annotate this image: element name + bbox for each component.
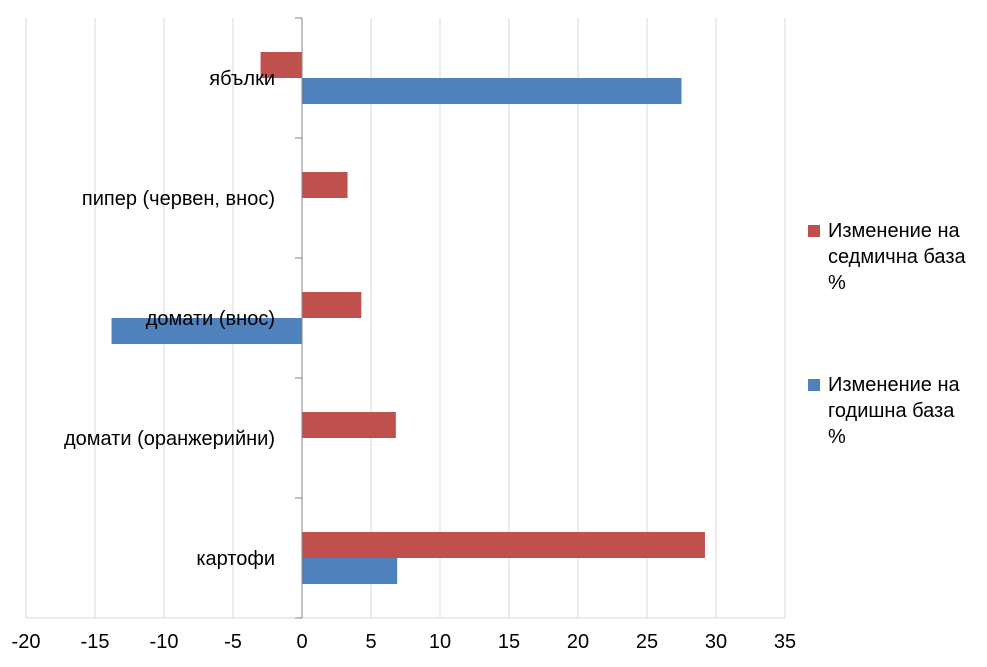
- bar-weekly: [260, 52, 302, 78]
- x-tick-label: -10: [150, 631, 179, 653]
- category-label: картофи: [196, 548, 275, 570]
- legend-yearly-line3: %: [828, 426, 846, 448]
- legend-weekly-line1: Изменение на: [828, 220, 960, 242]
- legend-weekly-line2: седмична база: [828, 246, 966, 268]
- legend-swatch-yearly: [808, 379, 820, 391]
- bar-yearly: [302, 558, 398, 584]
- category-label: домати (оранжерийни): [64, 428, 275, 450]
- x-tick-label: 15: [498, 631, 520, 653]
- bar-weekly: [302, 532, 705, 558]
- bar-yearly: [111, 318, 302, 344]
- legend-yearly-line1: Изменение на: [828, 374, 960, 396]
- x-tick-label: 30: [705, 631, 727, 653]
- x-tick-label: 35: [774, 631, 796, 653]
- bar-yearly: [302, 78, 682, 104]
- category-label: пипер (червен, внос): [82, 188, 275, 210]
- x-tick-label: 20: [567, 631, 589, 653]
- x-tick-label: 0: [296, 631, 307, 653]
- legend-label-weekly: Изменение на седмична база %: [828, 218, 987, 296]
- bar-weekly: [302, 412, 396, 438]
- legend-swatch-weekly: [808, 225, 820, 237]
- category-label: домати (внос): [146, 308, 275, 330]
- x-tick-label: 10: [429, 631, 451, 653]
- legend-label-yearly: Изменение на годишна база %: [828, 372, 987, 450]
- bar-weekly: [302, 172, 348, 198]
- x-tick-label: 5: [365, 631, 376, 653]
- x-tick-label: 25: [636, 631, 658, 653]
- category-label: ябълки: [209, 68, 275, 90]
- legend-yearly-line2: годишна база: [828, 400, 955, 422]
- legend-weekly-line3: %: [828, 272, 846, 294]
- x-tick-label: -5: [224, 631, 242, 653]
- x-tick-label: -15: [81, 631, 110, 653]
- x-tick-label: -20: [12, 631, 41, 653]
- bar-weekly: [302, 292, 362, 318]
